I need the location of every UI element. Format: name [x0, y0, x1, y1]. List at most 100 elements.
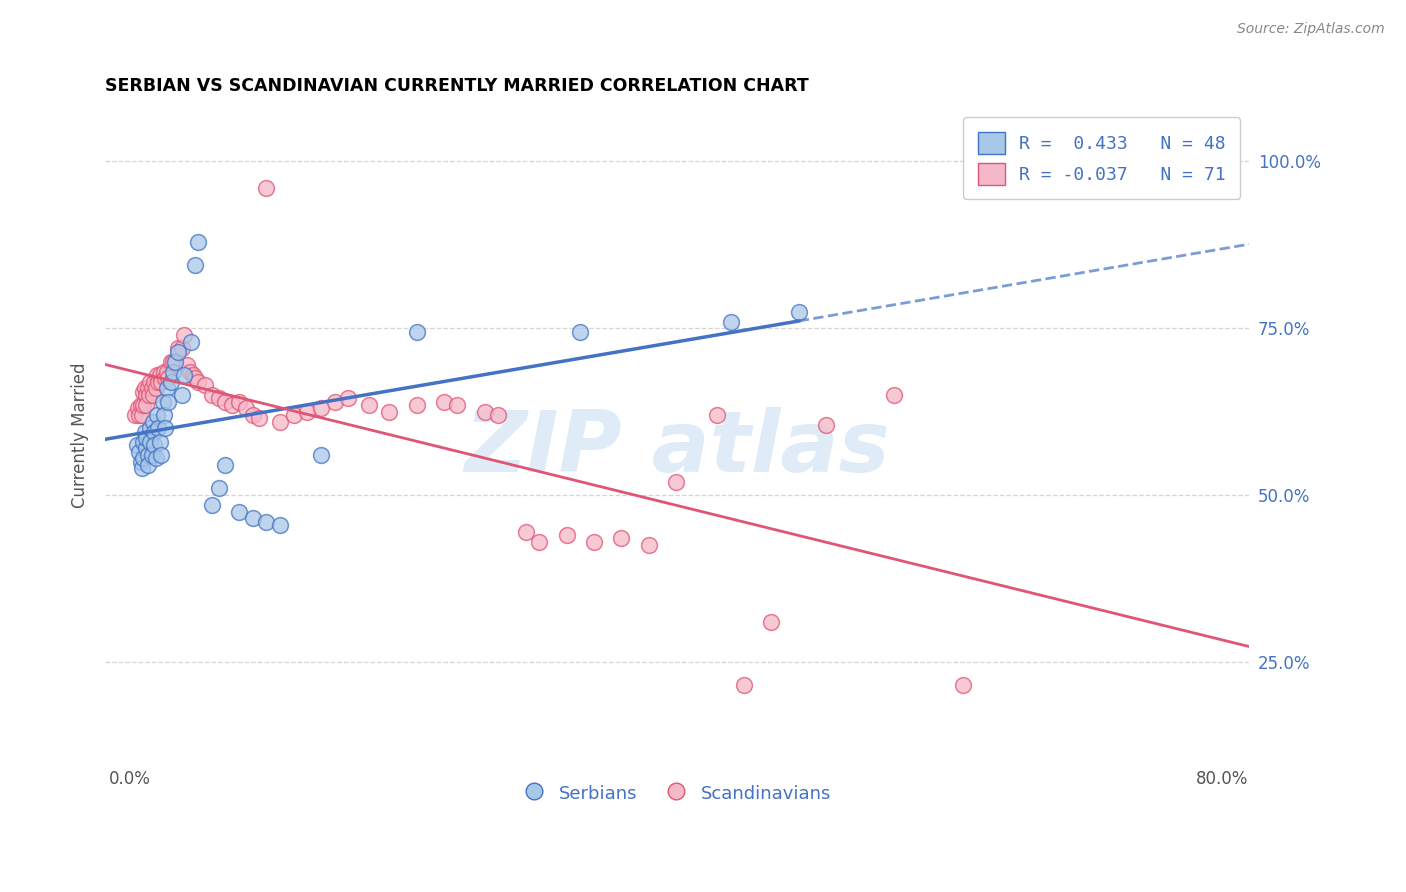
Text: SERBIAN VS SCANDINAVIAN CURRENTLY MARRIED CORRELATION CHART: SERBIAN VS SCANDINAVIAN CURRENTLY MARRIE…	[105, 78, 808, 95]
Point	[128, 444, 150, 458]
Point	[132, 398, 155, 412]
Point	[249, 411, 271, 425]
Point	[136, 381, 159, 395]
Y-axis label: Currently Married: Currently Married	[72, 362, 89, 508]
Point	[179, 365, 201, 379]
Point	[152, 394, 174, 409]
Point	[582, 534, 605, 549]
Point	[221, 398, 243, 412]
Point	[269, 415, 291, 429]
Point	[201, 388, 224, 402]
Point	[125, 438, 148, 452]
Point	[184, 258, 207, 272]
Point	[170, 341, 193, 355]
Point	[515, 524, 537, 539]
Point	[162, 354, 184, 368]
Point	[378, 404, 401, 418]
Point	[446, 398, 468, 412]
Point	[323, 394, 346, 409]
Point	[153, 365, 176, 379]
Point	[148, 375, 170, 389]
Point	[337, 391, 360, 405]
Point	[194, 378, 217, 392]
Point	[153, 408, 176, 422]
Point	[529, 534, 551, 549]
Point	[131, 408, 153, 422]
Point	[180, 334, 202, 349]
Point	[146, 408, 169, 422]
Point	[720, 314, 742, 328]
Point	[157, 394, 180, 409]
Point	[128, 408, 150, 422]
Point	[187, 235, 209, 249]
Point	[135, 398, 157, 412]
Point	[150, 375, 173, 389]
Point	[405, 325, 427, 339]
Point	[143, 375, 166, 389]
Point	[138, 388, 160, 402]
Text: Source: ZipAtlas.com: Source: ZipAtlas.com	[1237, 22, 1385, 37]
Point	[131, 461, 153, 475]
Point	[187, 375, 209, 389]
Point	[283, 408, 305, 422]
Point	[405, 398, 427, 412]
Point	[163, 354, 186, 368]
Point	[201, 498, 224, 512]
Point	[555, 528, 578, 542]
Point	[297, 404, 319, 418]
Point	[184, 371, 207, 385]
Point	[173, 368, 195, 382]
Point	[129, 455, 152, 469]
Point	[134, 425, 156, 439]
Point	[883, 388, 905, 402]
Point	[143, 438, 166, 452]
Point	[155, 421, 177, 435]
Point	[228, 394, 250, 409]
Point	[207, 481, 229, 495]
Point	[146, 368, 169, 382]
Point	[242, 408, 264, 422]
Point	[139, 434, 162, 449]
Point	[129, 398, 152, 412]
Point	[142, 388, 165, 402]
Point	[176, 358, 198, 372]
Point	[132, 434, 155, 449]
Point	[136, 448, 159, 462]
Point	[761, 615, 783, 629]
Point	[610, 532, 633, 546]
Point	[145, 451, 167, 466]
Point	[733, 678, 755, 692]
Text: ZIP atlas: ZIP atlas	[464, 407, 890, 490]
Point	[132, 451, 155, 466]
Point	[787, 304, 810, 318]
Point	[214, 394, 236, 409]
Point	[159, 354, 181, 368]
Point	[157, 371, 180, 385]
Point	[156, 381, 179, 395]
Point	[474, 404, 496, 418]
Point	[143, 425, 166, 439]
Point	[181, 368, 204, 382]
Point	[132, 384, 155, 399]
Point	[214, 458, 236, 472]
Point	[242, 511, 264, 525]
Point	[235, 401, 257, 416]
Point	[135, 442, 157, 456]
Legend: Serbians, Scandinavians: Serbians, Scandinavians	[516, 775, 838, 812]
Point	[269, 518, 291, 533]
Point	[254, 515, 277, 529]
Point	[139, 421, 162, 435]
Point	[173, 327, 195, 342]
Point	[488, 408, 510, 422]
Point	[155, 371, 177, 385]
Point	[433, 394, 456, 409]
Point	[569, 325, 592, 339]
Point	[124, 408, 146, 422]
Point	[159, 375, 181, 389]
Point	[127, 401, 149, 416]
Point	[637, 538, 659, 552]
Point	[309, 401, 332, 416]
Point	[134, 381, 156, 395]
Point	[135, 431, 157, 445]
Point	[141, 381, 163, 395]
